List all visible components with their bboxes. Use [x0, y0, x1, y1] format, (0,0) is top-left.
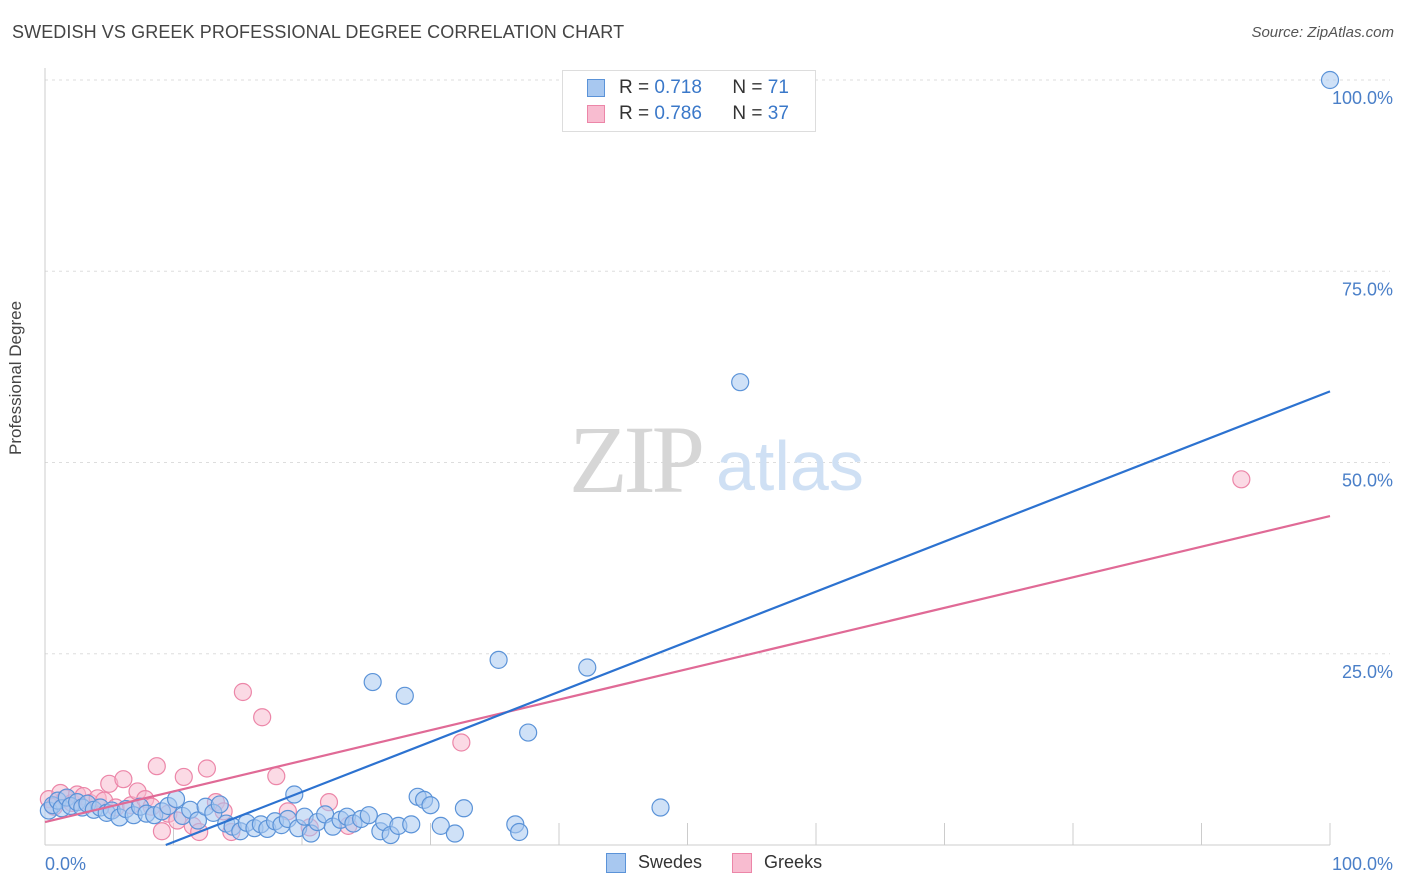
correlation-legend: R = 0.718 N = 71 R = 0.786 N = 37 [562, 70, 816, 132]
series-legend: Swedes Greeks [606, 852, 852, 873]
watermark-atlas: atlas [716, 427, 864, 505]
trend-lines [44, 390, 1331, 847]
y-tick-label: 75.0% [1342, 279, 1393, 299]
y-tick-label: 100.0% [1332, 88, 1393, 108]
swedes-point [210, 795, 229, 814]
legend-item-swedes[interactable]: Swedes [606, 852, 702, 873]
legend-item-greeks[interactable]: Greeks [732, 852, 822, 873]
y-axis-label: Professional Degree [6, 300, 25, 455]
swedes-point [363, 672, 382, 692]
legend-row-swedes: R = 0.718 N = 71 [587, 76, 789, 100]
axes [44, 68, 1330, 846]
greeks-point [253, 708, 272, 727]
swedes-point [651, 798, 670, 817]
swedes-point [395, 686, 414, 705]
greeks-swatch [732, 852, 753, 873]
n-label: N = [732, 103, 763, 124]
greeks-series [39, 470, 1251, 842]
r-label: R = [619, 103, 650, 124]
greeks-point [233, 682, 252, 702]
swedes-swatch [587, 79, 605, 97]
legend-label-greeks: Greeks [764, 852, 823, 872]
legend-row-greeks: R = 0.786 N = 37 [587, 102, 789, 126]
n-value: 71 [767, 77, 789, 98]
greeks-swatch [587, 105, 605, 123]
watermark: ZIP atlas [569, 406, 864, 513]
swedes-point [421, 796, 440, 815]
greeks-point [174, 767, 193, 787]
swedes-point [402, 815, 421, 834]
x-tick-label: 0.0% [45, 854, 86, 874]
swedes-point [359, 806, 378, 825]
greeks-point [1232, 470, 1251, 489]
legend-label-swedes: Swedes [638, 852, 703, 872]
x-tick-label: 100.0% [1332, 854, 1393, 874]
swedes-swatch [606, 852, 626, 873]
n-value: 37 [767, 103, 789, 124]
swedes-point [445, 824, 465, 843]
greeks-point [267, 767, 286, 786]
greeks-point [147, 757, 166, 776]
swedes-point [510, 822, 529, 842]
n-label: N = [732, 77, 763, 98]
source-label: Source: ZipAtlas.com [1251, 24, 1394, 41]
chart-title: SWEDISH VS GREEK PROFESSIONAL DEGREE COR… [12, 22, 625, 42]
swedes-point [1320, 70, 1340, 90]
r-label: R = [619, 77, 650, 98]
tick-labels: 25.0% 50.0% 75.0% 100.0% 0.0% 100.0% [45, 88, 1393, 874]
swedes-point [578, 658, 597, 677]
y-tick-label: 50.0% [1342, 471, 1393, 491]
swedes-point [731, 373, 750, 392]
y-tick-label: 25.0% [1342, 662, 1393, 682]
swedes-point [519, 723, 538, 742]
r-value: 0.786 [654, 103, 702, 124]
gridlines [45, 79, 1390, 845]
greeks-point [152, 822, 172, 841]
greeks-point [452, 733, 471, 752]
swedes-point [454, 799, 474, 818]
greeks-point [114, 770, 133, 789]
greeks-trend-line [44, 514, 1331, 824]
watermark-zip: ZIP [569, 406, 702, 513]
swedes-trend-line [165, 390, 1331, 847]
swedes-point [188, 811, 208, 830]
swedes-point [489, 650, 508, 669]
greeks-point [197, 759, 217, 778]
r-value: 0.718 [654, 77, 702, 98]
swedes-point [431, 816, 450, 835]
